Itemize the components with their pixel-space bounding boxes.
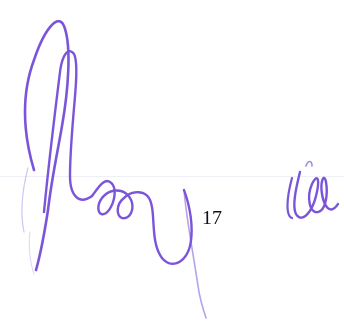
page-number: 17 [202,207,222,229]
faint-baseline [0,176,344,177]
